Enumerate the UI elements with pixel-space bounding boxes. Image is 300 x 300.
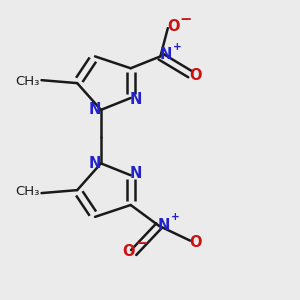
Text: N: N xyxy=(160,47,172,62)
Text: N: N xyxy=(130,166,142,181)
Text: O: O xyxy=(189,68,202,83)
Text: N: N xyxy=(130,92,142,107)
Text: N: N xyxy=(158,218,170,233)
Text: +: + xyxy=(172,43,181,52)
Text: −: − xyxy=(179,12,192,27)
Text: +: + xyxy=(171,212,180,222)
Text: CH₃: CH₃ xyxy=(15,75,39,88)
Text: CH₃: CH₃ xyxy=(15,185,39,198)
Text: −: − xyxy=(136,236,148,251)
Text: O: O xyxy=(122,244,135,259)
Text: O: O xyxy=(189,235,202,250)
Text: O: O xyxy=(167,19,179,34)
Text: N: N xyxy=(88,156,100,171)
Text: N: N xyxy=(88,102,100,117)
